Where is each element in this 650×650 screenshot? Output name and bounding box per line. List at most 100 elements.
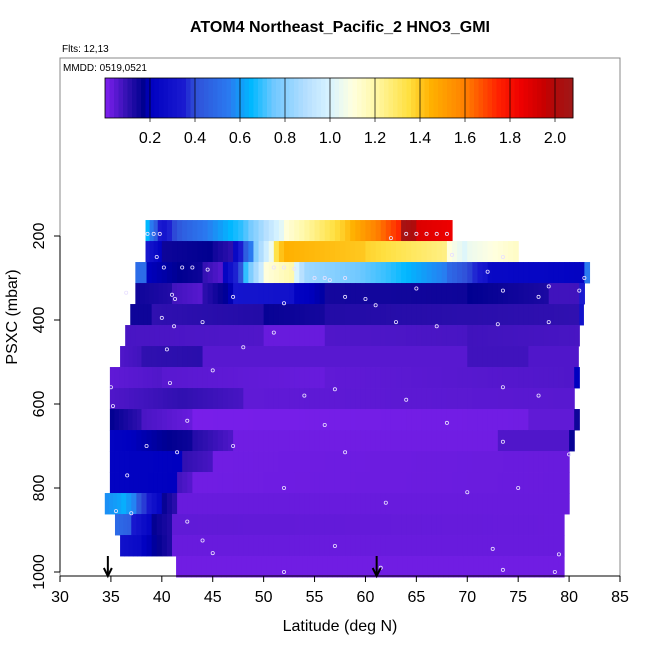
curtain-cell <box>411 472 417 494</box>
colorbar-swatch <box>384 78 389 118</box>
curtain-cell <box>513 262 519 284</box>
curtain-cell <box>513 472 519 494</box>
curtain-cell <box>472 451 479 473</box>
curtain-cell <box>518 262 524 284</box>
curtain-cell <box>472 262 479 284</box>
curtain-cell <box>375 451 382 473</box>
curtain-cell <box>148 451 154 473</box>
x-tick-label: 70 <box>458 589 476 606</box>
curtain-cell <box>533 514 540 536</box>
curtain-cell <box>314 346 321 368</box>
curtain-cell <box>192 535 199 557</box>
curtain-cell <box>289 346 295 368</box>
curtain-cell <box>268 220 275 242</box>
curtain-cell <box>488 556 495 578</box>
curtain-cell <box>166 430 173 452</box>
colorbar-tick-label: 0.4 <box>184 130 206 147</box>
curtain-cell <box>426 493 433 515</box>
curtain-cell <box>217 304 224 326</box>
colorbar-swatch <box>226 78 232 118</box>
curtain-cell <box>266 556 273 578</box>
curtain-cell <box>263 367 270 389</box>
curtain-cell <box>462 304 468 326</box>
curtain-cell <box>217 430 224 452</box>
curtain-cell <box>497 262 504 284</box>
curtain-cell <box>238 262 244 284</box>
curtain-cell <box>202 241 209 263</box>
curtain-cell <box>564 451 570 473</box>
flight-point <box>129 511 134 516</box>
curtain-cell <box>207 220 214 242</box>
curtain-cell <box>137 535 143 557</box>
curtain-cell <box>268 304 275 326</box>
curtain-cell <box>502 472 509 494</box>
curtain-cell <box>487 262 494 284</box>
curtain-cell <box>202 409 209 431</box>
curtain-cell <box>273 346 280 368</box>
curtain-cell <box>177 241 183 263</box>
curtain-cell <box>156 514 163 536</box>
curtain-cell <box>161 493 168 515</box>
curtain-cell <box>182 220 188 242</box>
colorbar-swatch <box>442 78 448 118</box>
curtain-cell <box>124 451 130 473</box>
colorbar-swatch <box>316 78 322 118</box>
curtain-cell <box>294 493 300 515</box>
curtain-cell <box>528 430 535 452</box>
curtain-cell <box>553 451 560 473</box>
curtain-cell <box>143 472 149 494</box>
curtain-cell <box>436 325 443 347</box>
curtain-cell <box>467 304 473 326</box>
curtain-cell <box>248 535 255 557</box>
curtain-cell <box>324 304 331 326</box>
curtain-cell <box>396 325 402 347</box>
curtain-cell <box>385 493 392 515</box>
curtain-cell <box>401 262 407 284</box>
curtain-cell <box>553 514 560 536</box>
curtain-cell <box>324 220 331 242</box>
curtain-cell <box>238 304 244 326</box>
curtain-cell <box>487 304 494 326</box>
curtain-cell <box>462 535 468 557</box>
curtain-cell <box>360 346 367 368</box>
curtain-cell <box>329 514 336 536</box>
curtain-cell <box>139 283 146 305</box>
curtain-cell <box>162 451 169 473</box>
colorbar-tick-label: 1.6 <box>454 130 476 147</box>
curtain-cell <box>222 472 229 494</box>
curtain-cell <box>390 451 397 473</box>
curtain-cell <box>355 451 361 473</box>
curtain-cell <box>472 535 479 557</box>
curtain-cell <box>345 367 351 389</box>
curtain-cell <box>345 304 351 326</box>
curtain-cell <box>273 514 280 536</box>
curtain-cell <box>579 304 584 326</box>
curtain-cell <box>314 430 321 452</box>
curtain-cell <box>407 556 414 578</box>
curtain-cell <box>133 451 140 473</box>
colorbar-swatch <box>267 78 272 118</box>
curtain-cell <box>286 556 293 578</box>
curtain-cell <box>421 472 428 494</box>
curtain-cell <box>319 451 326 473</box>
flight-point <box>444 420 449 425</box>
curtain-cell <box>284 346 290 368</box>
curtain-cell <box>406 325 412 347</box>
flight-point <box>567 452 572 457</box>
colorbar-swatch <box>177 78 182 118</box>
curtain-cell <box>217 409 224 431</box>
colorbar-swatch <box>312 78 317 118</box>
flight-point <box>343 294 348 299</box>
curtain-cell <box>309 514 316 536</box>
curtain-cell <box>217 535 224 557</box>
curtain-cell <box>309 451 316 473</box>
colorbar-swatch <box>285 78 290 118</box>
curtain-cell <box>431 367 438 389</box>
curtain-cell <box>109 388 116 410</box>
curtain-cell <box>284 388 290 410</box>
curtain-cell <box>243 409 249 431</box>
curtain-cell <box>548 514 555 536</box>
curtain-cell <box>487 283 494 305</box>
curtain-cell <box>243 262 249 284</box>
curtain-cell <box>416 346 423 368</box>
